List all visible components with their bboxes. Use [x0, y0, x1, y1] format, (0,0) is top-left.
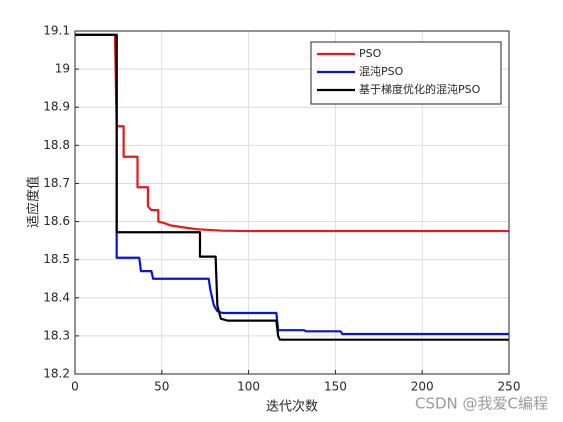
series-line: [75, 33, 509, 336]
lines: [75, 33, 509, 341]
x-tick-label: 50: [154, 380, 169, 394]
y-tick-label: 18.5: [43, 252, 70, 266]
axes-box: [74, 30, 510, 375]
x-tick-label: 250: [498, 380, 521, 394]
y-tick-label: 18.9: [43, 100, 70, 114]
legend-label: 基于梯度优化的混沌PSO: [359, 82, 481, 96]
x-tick-label: 150: [324, 380, 347, 394]
x-axis-label: 迭代次数: [266, 399, 318, 415]
series-line: [75, 33, 509, 341]
y-tick-label: 18.7: [43, 176, 70, 190]
y-tick-label: 18.2: [43, 367, 70, 381]
legend: PSO 混沌PSO 基于梯度优化的混沌PSO: [310, 41, 502, 105]
legend-label: PSO: [359, 47, 382, 60]
grid: [74, 30, 510, 375]
y-axis-label: 适应度值: [26, 176, 42, 228]
y-tick-label: 19.1: [43, 24, 70, 38]
ticks: 0 50 100 150 200 250 18.2 18.3 18.4 18.5 18.6 18.7 1…: [43, 24, 520, 394]
series-line: [75, 33, 509, 233]
y-tick-label: 18.8: [43, 138, 70, 152]
x-tick-label: 100: [237, 380, 260, 394]
x-tick-label: 200: [411, 380, 434, 394]
y-tick-label: 18.3: [43, 328, 70, 342]
x-tick-label: 0: [71, 380, 79, 394]
watermark: CSDN @我爱C编程: [415, 395, 548, 413]
y-tick-label: 18.4: [43, 290, 70, 304]
y-tick-label: 18.6: [43, 214, 70, 228]
y-tick-label: 19: [55, 62, 70, 76]
legend-label: 混沌PSO: [359, 65, 404, 78]
